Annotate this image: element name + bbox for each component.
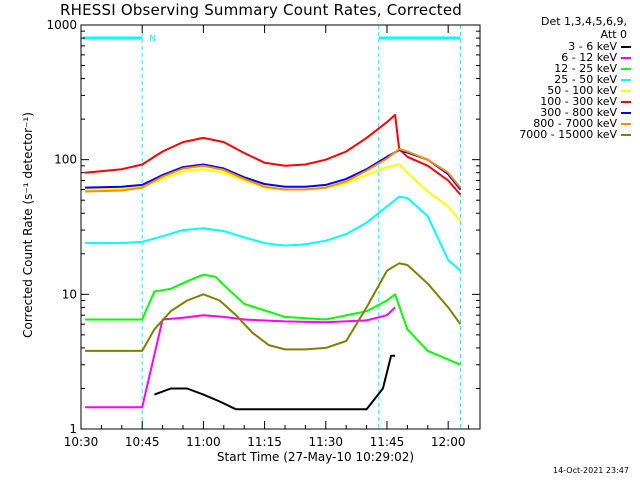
legend-item-6: 300 - 800 keV	[486, 107, 631, 118]
legend-item-3: 25 - 50 keV	[486, 74, 631, 85]
series-line-5	[85, 113, 462, 196]
legend-item-7: 800 - 7000 keV	[486, 118, 631, 129]
x-tick-label-3: 11:15	[247, 435, 282, 449]
legend-header-line1: Det 1,3,4,5,6,9,	[540, 15, 627, 28]
series-line-7	[85, 148, 462, 193]
legend-label: 12 - 25 keV	[554, 62, 617, 75]
x-tick-label-2: 11:00	[186, 435, 221, 449]
legend-label: 3 - 6 keV	[568, 40, 617, 53]
night-boundaries	[83, 25, 461, 429]
legend-swatch	[621, 45, 631, 48]
legend-swatch	[621, 56, 631, 59]
x-axis-label: Start Time (27-May-10 10:29:02)	[217, 450, 414, 464]
legend-label: 6 - 12 keV	[561, 51, 617, 64]
legend-swatch	[621, 100, 631, 103]
tick-labels: 10:30 10:45 11:00 11:15 11:30 11:45 12:00 Start…	[46, 18, 465, 464]
legend-item-4: 50 - 100 keV	[486, 85, 631, 96]
x-tick-label-6: 12:00	[431, 435, 466, 449]
legend-item-2: 12 - 25 keV	[486, 63, 631, 74]
legend-swatch	[621, 89, 631, 92]
legend-label: 7000 - 15000 keV	[519, 128, 617, 141]
legend-swatch	[621, 78, 631, 81]
legend-label: 100 - 300 keV	[540, 95, 617, 108]
y-axis-label: Corrected Count Rate (s⁻¹ detector⁻¹)	[21, 112, 35, 338]
legend-label: 25 - 50 keV	[554, 73, 617, 86]
series-line-3	[85, 195, 462, 272]
series-line-4	[85, 163, 462, 222]
plot-frame	[80, 24, 481, 430]
x-tick-label-4: 11:30	[308, 435, 343, 449]
annotation-label: N	[149, 34, 156, 44]
series-lines	[85, 113, 462, 411]
y-tick-label-0: 1	[69, 422, 77, 436]
legend-label: 50 - 100 keV	[547, 84, 617, 97]
legend-swatch	[621, 122, 631, 125]
footer-timestamp: 14-Oct-2021 23:47	[553, 466, 629, 475]
legend-header-line2: Att 0	[600, 28, 627, 41]
x-tick-label-0: 10:30	[64, 435, 99, 449]
legend-label: 800 - 7000 keV	[533, 117, 617, 130]
legend-swatch	[621, 111, 631, 114]
legend-label: 300 - 800 keV	[540, 106, 617, 119]
legend-item-1: 6 - 12 keV	[486, 52, 631, 63]
axes	[80, 24, 481, 430]
y-tick-label-3: 1000	[46, 18, 77, 32]
x-tick-label-1: 10:45	[125, 435, 160, 449]
series-line-2	[85, 273, 461, 366]
legend-item-8: 7000 - 15000 keV	[486, 129, 631, 140]
legend: Det 1,3,4,5,6,9, Att 0 3 - 6 keV 6 - 12 k…	[486, 15, 631, 140]
x-tick-label-5: 11:45	[370, 435, 405, 449]
chart-title: RHESSI Observing Summary Count Rates, Co…	[60, 1, 463, 19]
series-line-8	[85, 262, 462, 352]
legend-swatch	[621, 67, 631, 70]
legend-swatch	[621, 133, 631, 136]
series-line-1	[85, 306, 396, 409]
y-tick-label-2: 100	[54, 153, 77, 167]
legend-item-5: 100 - 300 keV	[486, 96, 631, 107]
y-tick-label-1: 10	[62, 287, 77, 301]
legend-item-0: 3 - 6 keV	[486, 41, 631, 52]
series-line-0	[154, 354, 396, 411]
